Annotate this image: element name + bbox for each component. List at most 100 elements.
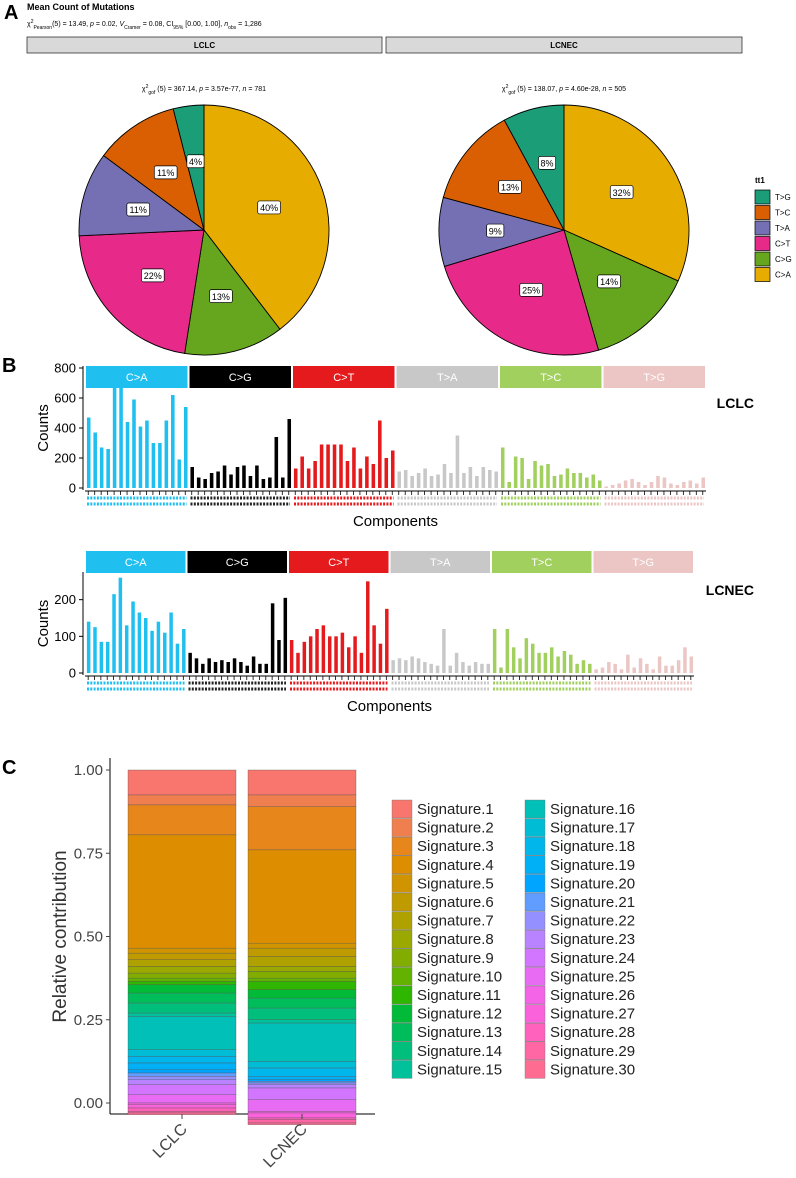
legend-swatch bbox=[391, 948, 413, 967]
y-tick-label: 0.00 bbox=[74, 1095, 103, 1112]
spectrum-bar bbox=[209, 473, 214, 488]
stacked-segment bbox=[247, 971, 357, 979]
pie-slice-label-box bbox=[186, 154, 205, 169]
text-part: = 0.02, bbox=[94, 21, 120, 28]
stacked-segment bbox=[247, 1007, 357, 1020]
spectrum-bar bbox=[183, 407, 188, 488]
pie-slice-label: 11% bbox=[157, 168, 174, 178]
legend-label: Signature.5 bbox=[417, 875, 494, 892]
stacked-segment bbox=[127, 1002, 237, 1014]
spectrum-bar bbox=[371, 464, 376, 488]
text-part: χ bbox=[27, 21, 31, 28]
legend-label: T>G bbox=[775, 193, 791, 202]
text-part: 95% bbox=[173, 25, 184, 31]
panel-letter-a: A bbox=[4, 2, 18, 24]
spectrum-bar bbox=[613, 663, 617, 673]
pie-slice-label: 13% bbox=[212, 292, 230, 302]
spectrum-bar bbox=[448, 665, 452, 673]
spectrum-bar bbox=[334, 636, 338, 673]
pie-legend-title: tt1 bbox=[755, 176, 765, 185]
spectrum-bar bbox=[559, 474, 563, 488]
stacked-segment bbox=[127, 981, 237, 985]
stacked-segment bbox=[127, 984, 237, 994]
spectrum-bar bbox=[119, 372, 123, 488]
spectrum-bar bbox=[300, 456, 304, 488]
legend-swatch bbox=[754, 236, 771, 251]
spectrum-bar bbox=[397, 471, 401, 488]
text-part: Pearson bbox=[33, 25, 52, 31]
spectrum-bar bbox=[630, 479, 634, 488]
spectrum-bar bbox=[125, 422, 130, 488]
spectrum-bar bbox=[552, 476, 557, 488]
spectrum-bar bbox=[138, 426, 143, 488]
text-part: = 4.60e-28, bbox=[563, 86, 603, 93]
spectrum-bar bbox=[201, 663, 205, 673]
stacked-segment bbox=[127, 794, 237, 806]
facet-strip-lcnec: LCNEC bbox=[385, 36, 743, 54]
spectrum-bar bbox=[332, 444, 337, 488]
y-tick-label: 0.25 bbox=[74, 1012, 103, 1029]
legend-label: T>A bbox=[775, 224, 791, 233]
spectrum-bar bbox=[675, 485, 680, 488]
y-tick-label: 0.50 bbox=[74, 929, 103, 946]
legend-swatch bbox=[524, 1023, 546, 1042]
legend-label: Signature.18 bbox=[550, 838, 635, 855]
stacked-segment bbox=[247, 1111, 357, 1114]
spectrum-bar bbox=[607, 662, 611, 673]
text-part: χ bbox=[502, 86, 506, 93]
spectrum-bar bbox=[543, 652, 548, 673]
spectrum-bar bbox=[610, 485, 615, 488]
stacked-segment bbox=[127, 992, 237, 1004]
spectrum-bar bbox=[649, 482, 654, 488]
spectrum-bar bbox=[124, 625, 129, 673]
stacked-segment bbox=[247, 1087, 357, 1100]
legend-label: Signature.13 bbox=[417, 1024, 502, 1041]
stacked-segment bbox=[247, 1122, 357, 1125]
stacked-segment bbox=[127, 1104, 237, 1109]
spectrum-bar bbox=[164, 420, 169, 488]
pie-slice-label-box bbox=[257, 200, 281, 215]
stacked-segment bbox=[247, 1081, 357, 1084]
pie-slice-label-box bbox=[153, 165, 178, 180]
pie-legend: tt1 T>G T>C T>A C>T C>G C>A bbox=[754, 176, 792, 282]
category-strip bbox=[492, 551, 592, 573]
text-part: n bbox=[603, 86, 607, 93]
spectrum-bar bbox=[507, 482, 511, 488]
spectrum-bar bbox=[226, 662, 230, 673]
text-part: 2 bbox=[146, 84, 149, 90]
stacked-segment bbox=[247, 981, 357, 990]
spectrum-bar bbox=[416, 473, 421, 488]
spectrum-bar bbox=[657, 656, 662, 673]
spectrum-bar bbox=[390, 450, 395, 488]
stacked-segment bbox=[127, 977, 237, 982]
text-part: = 505 bbox=[606, 86, 626, 93]
legend-label: C>T bbox=[775, 240, 790, 249]
legend-label: C>G bbox=[775, 255, 792, 264]
spectrum-bar bbox=[313, 461, 317, 488]
spectrum-bar bbox=[423, 468, 427, 488]
legend-swatch bbox=[391, 1004, 413, 1023]
category-strip bbox=[289, 551, 389, 573]
spectrum-bar bbox=[222, 465, 227, 488]
spectrum-bar bbox=[676, 660, 681, 673]
legend-label: Signature.25 bbox=[550, 968, 635, 985]
spectrum-bar bbox=[137, 612, 142, 673]
spectrum-bar bbox=[293, 468, 298, 488]
category-strip bbox=[603, 366, 705, 388]
legend-label: Signature.27 bbox=[550, 1006, 635, 1023]
spectrum-bar bbox=[194, 658, 199, 673]
y-axis-title: Relative contribution bbox=[50, 850, 71, 1022]
text-part: Cramer bbox=[124, 25, 141, 31]
legend-label: Signature.20 bbox=[550, 875, 635, 892]
spectrum-bar bbox=[261, 479, 266, 488]
spectrum-bar bbox=[492, 629, 497, 673]
spectrum-bar bbox=[695, 483, 699, 488]
spectrum-bar bbox=[467, 665, 472, 673]
spectrum-bar bbox=[321, 625, 326, 673]
spectrum-bar bbox=[662, 477, 667, 488]
text-part: (5) = 138.07, bbox=[515, 86, 559, 93]
spectrum-bar bbox=[473, 662, 478, 673]
pie-slice-label: 4% bbox=[189, 157, 202, 167]
stacked-segment bbox=[127, 966, 237, 974]
pie-slice-label-box bbox=[538, 156, 557, 170]
